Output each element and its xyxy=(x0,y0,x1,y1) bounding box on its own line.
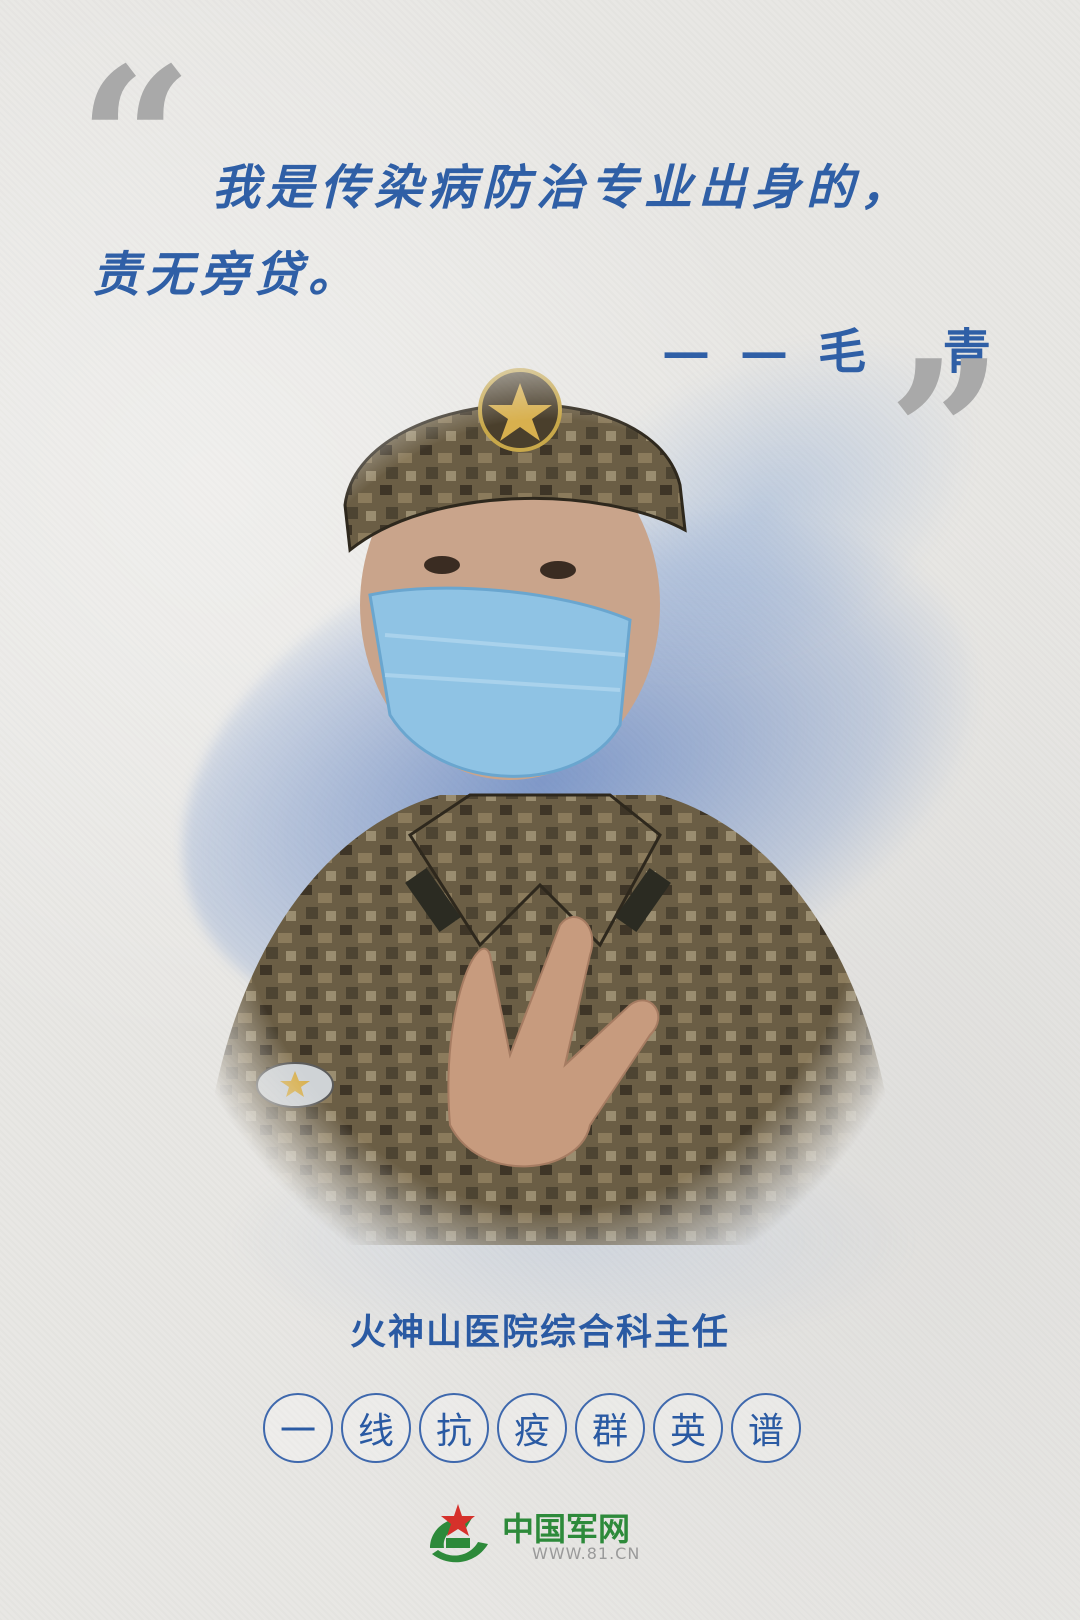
quote-line-1: 我是传染病防治专业出身的， xyxy=(212,160,915,216)
series-badges: 一 线 抗 疫 群 英 谱 xyxy=(263,1393,801,1463)
quote-author: ——毛 青 xyxy=(662,324,1021,380)
series-badge: 群 xyxy=(575,1393,645,1463)
logo-url: WWW.81.CN xyxy=(532,1544,641,1563)
quote-line-2: 责无旁贷。 xyxy=(92,247,363,303)
series-badge: 抗 xyxy=(419,1393,489,1463)
portrait-photo xyxy=(180,365,920,1265)
logo-name: 中国军网 xyxy=(502,1510,631,1548)
open-quote-icon: “ xyxy=(78,24,194,259)
series-badge: 谱 xyxy=(731,1393,801,1463)
logo[interactable]: 中国军网 WWW.81.CN xyxy=(420,1498,660,1574)
series-badge: 一 xyxy=(263,1393,333,1463)
close-quote-icon: ” xyxy=(888,317,1004,552)
series-badge: 线 xyxy=(341,1393,411,1463)
logo-emblem-icon xyxy=(430,1504,488,1563)
series-badge: 疫 xyxy=(497,1393,567,1463)
page-title: 火神山医院综合科主任 xyxy=(349,1312,730,1353)
series-badge: 英 xyxy=(653,1393,723,1463)
